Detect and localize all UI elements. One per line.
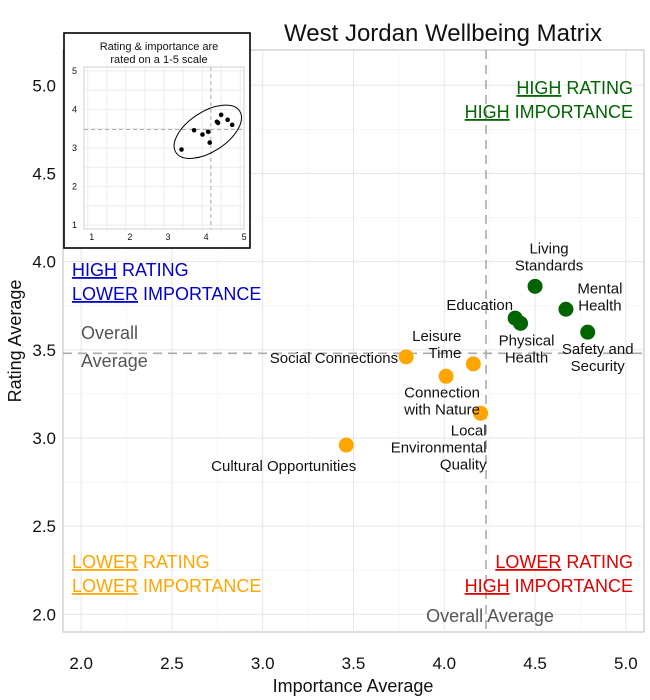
y-tick-label: 2.0 <box>32 605 56 624</box>
grid <box>63 50 644 632</box>
inset-point <box>179 147 184 152</box>
data-point <box>513 315 529 331</box>
point-label: Social Connections <box>270 350 398 367</box>
quadrant-high-rating-high-importance: HIGH IMPORTANCE <box>465 102 633 122</box>
inset-point <box>205 129 211 135</box>
inset-y-tick: 4 <box>72 104 77 114</box>
inset-point <box>229 122 235 128</box>
quadrant-lower-rating-lower-importance: LOWER RATING <box>72 552 210 572</box>
point-label: Mental Health <box>577 280 622 314</box>
data-point <box>473 405 489 421</box>
inset-point <box>207 140 213 145</box>
data-point <box>438 368 454 384</box>
x-tick-label: 4.5 <box>523 654 547 673</box>
point-label: Safety and Security <box>562 341 634 375</box>
inset-point <box>218 112 224 118</box>
quadrant-lower-rating-lower-importance: LOWER IMPORTANCE <box>72 576 261 596</box>
y-tick-label: 3.5 <box>32 341 56 360</box>
inset-title: Rating & importance are <box>100 41 219 53</box>
rating-average-label: Average <box>81 351 148 371</box>
data-point <box>465 356 481 372</box>
y-tick-label: 5.0 <box>32 76 56 95</box>
importance-average-label: Overall Average <box>426 606 554 626</box>
quadrant-high-rating-lower-importance: LOWER IMPORTANCE <box>72 284 261 304</box>
point-label: Cultural Opportunities <box>211 458 356 475</box>
y-axis-title: Rating Average <box>5 280 25 403</box>
inset-y-tick: 5 <box>72 66 77 76</box>
quadrant-high-rating-lower-importance: HIGH RATING <box>72 260 189 280</box>
inset-cluster-ellipse <box>173 104 242 159</box>
inset-point <box>191 127 197 133</box>
inset-x-tick: 4 <box>204 232 209 242</box>
inset-title: rated on a 1-5 scale <box>110 54 207 66</box>
quadrant-lower-rating-high-importance: LOWER RATING <box>495 552 633 572</box>
inset-x-tick: 3 <box>165 232 170 242</box>
y-tick-label: 4.5 <box>32 164 56 183</box>
inset-y-tick: 2 <box>72 182 77 192</box>
data-point <box>527 278 543 294</box>
point-labels: Living Standards Mental Health Education Phys… <box>211 240 633 475</box>
y-tick-label: 3.0 <box>32 429 56 448</box>
inset-y-tick: 3 <box>72 143 77 153</box>
quadrant-labels: HIGH RATING HIGH IMPORTANCE HIGH RATING LOW… <box>72 78 633 596</box>
inset-x-tick: 2 <box>127 232 132 242</box>
point-label: Education <box>446 297 513 314</box>
inset-x-tick: 1 <box>89 232 94 242</box>
quadrant-lower-rating-high-importance: HIGH IMPORTANCE <box>465 576 633 596</box>
x-tick-label: 5.0 <box>614 654 638 673</box>
x-axis-title: Importance Average <box>273 676 434 696</box>
x-tick-label: 4.0 <box>432 654 456 673</box>
inset-point <box>215 120 221 126</box>
point-label: Physical Health <box>499 332 555 366</box>
inset-point <box>225 117 230 123</box>
data-point <box>558 301 574 317</box>
x-tick-label: 3.5 <box>342 654 366 673</box>
data-points <box>338 278 596 453</box>
chart-title: West Jordan Wellbeing Matrix <box>284 20 602 47</box>
rating-average-label: Overall <box>81 323 138 343</box>
quadrant-high-rating-high-importance: HIGH RATING <box>516 78 633 98</box>
overall-average-lines: Overall Average Overall Average <box>63 50 644 632</box>
x-tick-label: 3.0 <box>251 654 275 673</box>
axis-ticks: 2.0 2.5 3.0 3.5 4.0 4.5 5.0 2.0 2.5 3.0 3.5 4.0 4.5 5… <box>32 76 637 673</box>
inset-y-tick: 1 <box>72 220 77 230</box>
x-tick-label: 2.0 <box>69 654 93 673</box>
point-label: Local Environmental Quality <box>391 422 487 473</box>
point-label: Leisure Time <box>412 328 461 362</box>
data-point <box>398 349 414 365</box>
point-label: Living Standards <box>515 240 583 274</box>
inset-point <box>200 132 205 137</box>
data-point <box>338 437 354 453</box>
y-tick-label: 2.5 <box>32 517 56 536</box>
y-tick-label: 4.0 <box>32 253 56 272</box>
x-tick-label: 2.5 <box>160 654 184 673</box>
data-point <box>580 324 596 340</box>
inset-x-tick: 5 <box>242 232 247 242</box>
point-label: Connection with Nature <box>403 384 480 418</box>
